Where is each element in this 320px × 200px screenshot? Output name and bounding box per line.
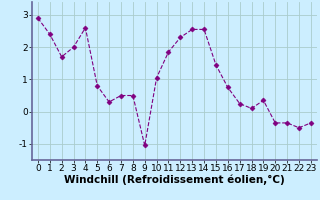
X-axis label: Windchill (Refroidissement éolien,°C): Windchill (Refroidissement éolien,°C): [64, 175, 285, 185]
